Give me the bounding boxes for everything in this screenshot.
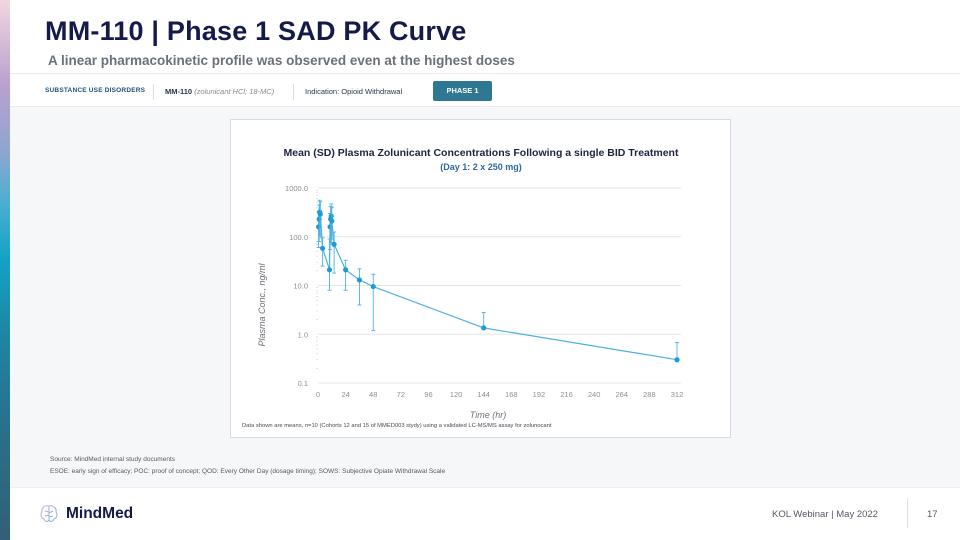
category-tag: SUBSTANCE USE DISORDERS [45, 87, 146, 94]
event-label: KOL Webinar | May 2022 [772, 509, 878, 520]
brain-logo-icon [40, 505, 58, 522]
compound-name: MM-110 [165, 87, 193, 96]
y-tick-label: 1.0 [298, 330, 308, 339]
decorative-gradient-strip [0, 0, 10, 540]
y-tick-label: 10.0 [293, 282, 308, 291]
x-tick-label: 288 [643, 390, 656, 399]
x-tick-label: 216 [560, 390, 573, 399]
x-tick-label: 72 [397, 390, 405, 399]
data-point [674, 357, 680, 363]
x-tick-label: 312 [671, 390, 684, 399]
data-point [328, 213, 334, 219]
footer: MindMed KOL Webinar | May 2022 17 [10, 487, 960, 540]
data-point [316, 216, 322, 222]
footer-divider [907, 498, 908, 528]
y-tick-label: 1000.0 [285, 184, 308, 193]
tag-bar: SUBSTANCE USE DISORDERS MM-110 (zolunica… [10, 73, 960, 107]
x-tick-label: 240 [588, 390, 601, 399]
brand-name: MindMed [66, 505, 134, 522]
x-tick-label: 168 [505, 390, 518, 399]
data-point [320, 245, 326, 251]
pk-chart: Mean (SD) Plasma Zolunicant Concentratio… [257, 147, 684, 420]
phase-badge: PHASE 1 [433, 81, 492, 101]
data-point [326, 267, 333, 273]
page-title: MM-110 | Phase 1 SAD PK Curve [45, 16, 467, 46]
indication-tag: Indication: Opioid Withdrawal [305, 87, 403, 96]
y-axis-label: Plasma Conc., ng/ml [257, 262, 267, 346]
data-point [356, 277, 363, 283]
compound-tag: MM-110 (zolunicant HCl; 18-MC) [165, 87, 274, 96]
x-tick-label: 0 [316, 390, 320, 399]
tag-divider [153, 84, 154, 100]
chart-title: Mean (SD) Plasma Zolunicant Concentratio… [284, 147, 679, 159]
compound-detail: (zolunicant HCl; 18-MC) [194, 87, 275, 96]
x-tick-label: 24 [341, 390, 349, 399]
data-point [329, 218, 335, 224]
source-note: Source: MindMed internal study documents [50, 456, 176, 463]
x-axis-label: Time (hr) [470, 410, 506, 420]
data-point [370, 283, 376, 290]
data-point [331, 241, 337, 247]
data-point [317, 211, 323, 217]
abbreviations-note: ESOE: early sign of efficacy; POC: proof… [50, 468, 446, 475]
data-point [481, 325, 487, 331]
x-tick-label: 264 [616, 390, 629, 399]
page-subtitle: A linear pharmacokinetic profile was obs… [48, 53, 515, 68]
x-tick-label: 96 [424, 390, 432, 399]
page-number: 17 [927, 509, 938, 520]
tag-divider [293, 84, 294, 100]
chart-subtitle: (Day 1: 2 x 250 mg) [440, 162, 522, 172]
data-point [343, 267, 349, 273]
x-tick-label: 48 [369, 390, 377, 399]
y-tick-label: 0.1 [298, 379, 308, 388]
x-tick-label: 120 [450, 390, 463, 399]
chart-note: Data shown are means, n=10 (Cohorts 12 a… [242, 423, 552, 429]
x-tick-label: 144 [477, 390, 490, 399]
chart-panel: Mean (SD) Plasma Zolunicant Concentratio… [230, 119, 731, 438]
x-tick-label: 192 [533, 390, 546, 399]
y-tick-label: 100.0 [289, 233, 308, 242]
